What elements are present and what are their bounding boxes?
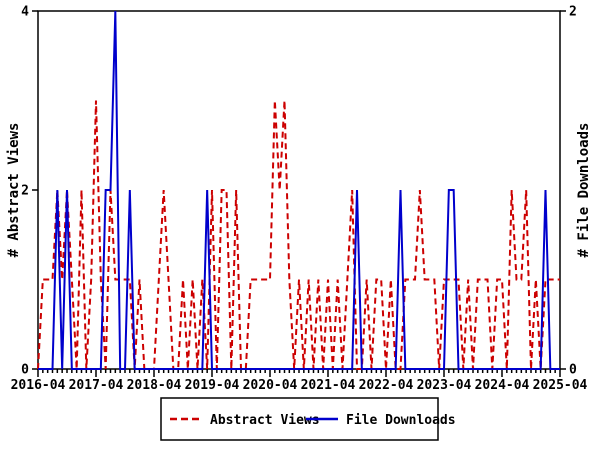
x-axis-tick-label: 2024-04	[475, 378, 530, 393]
right-axis-tick-label: 0	[569, 363, 577, 378]
x-axis-tick-label: 2019-04	[185, 378, 240, 393]
x-axis-tick-label: 2016-04	[11, 378, 66, 393]
legend-views-label: Abstract Views	[210, 413, 320, 428]
file-downloads-line	[38, 10, 560, 370]
x-axis-tick-label: 2021-04	[301, 378, 356, 393]
right-axis-title: # File Downloads	[576, 123, 592, 258]
x-axis-tick-label: 2022-04	[359, 378, 414, 393]
x-axis-tick-label: 2017-04	[69, 378, 124, 393]
x-axis-tick-label: 2020-04	[243, 378, 298, 393]
x-axis-tick-label: 2025-04	[533, 378, 588, 393]
legend-box	[160, 397, 439, 441]
x-axis-tick-label: 2023-04	[417, 378, 472, 393]
left-axis-tick-label: 4	[21, 5, 29, 20]
x-axis-tick-label: 2018-04	[127, 378, 182, 393]
right-axis-tick-label: 2	[569, 5, 577, 20]
legend-downloads-label: File Downloads	[346, 413, 456, 428]
left-axis-tick-label: 0	[21, 363, 29, 378]
left-axis-title: # Abstract Views	[6, 123, 22, 258]
left-axis-tick-label: 2	[21, 184, 29, 199]
